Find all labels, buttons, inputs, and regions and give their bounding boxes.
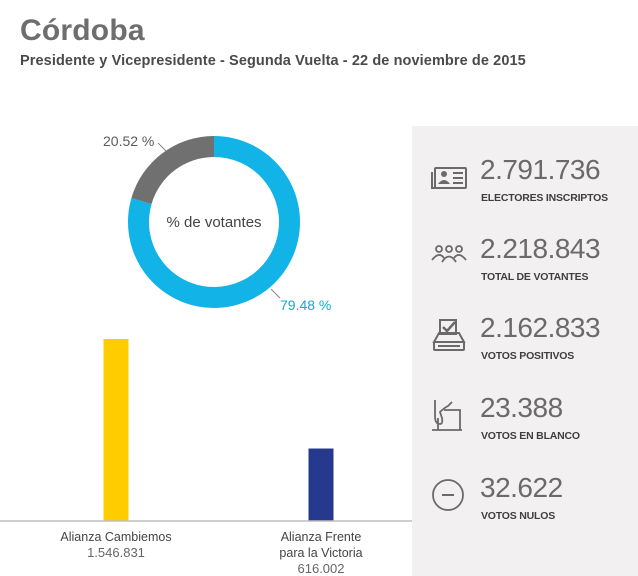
stat-value: 2.162.833 bbox=[480, 312, 601, 343]
bar-alianza-cambiemos bbox=[103, 339, 129, 521]
slice-label-votantes: 79.48 % bbox=[280, 297, 331, 313]
donut-slice-no-votantes bbox=[131, 136, 214, 204]
slice-label-no-votantes: 20.52 % bbox=[103, 133, 154, 149]
stat-label: TOTAL DE VOTANTES bbox=[481, 271, 589, 283]
stat-label: ELECTORES INSCRIPTOS bbox=[481, 192, 608, 204]
stat-total-de-votantes: 2.218.843 TOTAL DE VOTANTES bbox=[430, 233, 630, 297]
slice-leader-line-no-votantes bbox=[157, 142, 167, 152]
bar-alianza-frente-para-la-victoria bbox=[308, 448, 334, 521]
stat-value: 23.388 bbox=[480, 392, 563, 423]
page-title: Córdoba bbox=[20, 14, 145, 47]
voter-turnout-donut-chart: % de votantes 20.52 % 79.48 % bbox=[103, 133, 331, 313]
id-card-icon bbox=[431, 167, 467, 189]
stat-label: VOTOS EN BLANCO bbox=[481, 430, 580, 442]
stat-electores-inscriptos: 2.791.736 ELECTORES INSCRIPTOS bbox=[430, 154, 630, 218]
stat-value: 2.791.736 bbox=[480, 154, 601, 185]
stat-votos-en-blanco: 23.388 VOTOS EN BLANCO bbox=[430, 392, 630, 456]
stat-value: 32.622 bbox=[480, 472, 563, 503]
minus-circle-icon bbox=[432, 479, 464, 511]
stats-panel: 2.791.736 ELECTORES INSCRIPTOS 2.218.843… bbox=[412, 126, 638, 576]
slice-leader-line-votantes bbox=[270, 288, 281, 299]
donut-center-label: % de votantes bbox=[166, 214, 261, 231]
category-label: Alianza Cambiemos bbox=[60, 530, 171, 544]
stat-votos-nulos: 32.622 VOTOS NULOS bbox=[430, 472, 630, 536]
value-label: 616.002 bbox=[298, 561, 345, 576]
stat-value: 2.218.843 bbox=[480, 233, 601, 264]
ballot-box-check-icon bbox=[432, 319, 466, 351]
people-icon bbox=[431, 245, 467, 263]
category-label: Alianza Frente bbox=[281, 530, 362, 544]
stat-label: VOTOS NULOS bbox=[481, 510, 556, 522]
stat-label: VOTOS POSITIVOS bbox=[481, 350, 575, 362]
category-label: para la Victoria bbox=[279, 546, 362, 560]
hand-ballot-icon bbox=[432, 400, 462, 431]
page-subtitle: Presidente y Vicepresidente - Segunda Vu… bbox=[20, 53, 526, 69]
value-label: 1.546.831 bbox=[87, 545, 145, 560]
stat-votos-positivos: 2.162.833 VOTOS POSITIVOS bbox=[430, 312, 630, 376]
